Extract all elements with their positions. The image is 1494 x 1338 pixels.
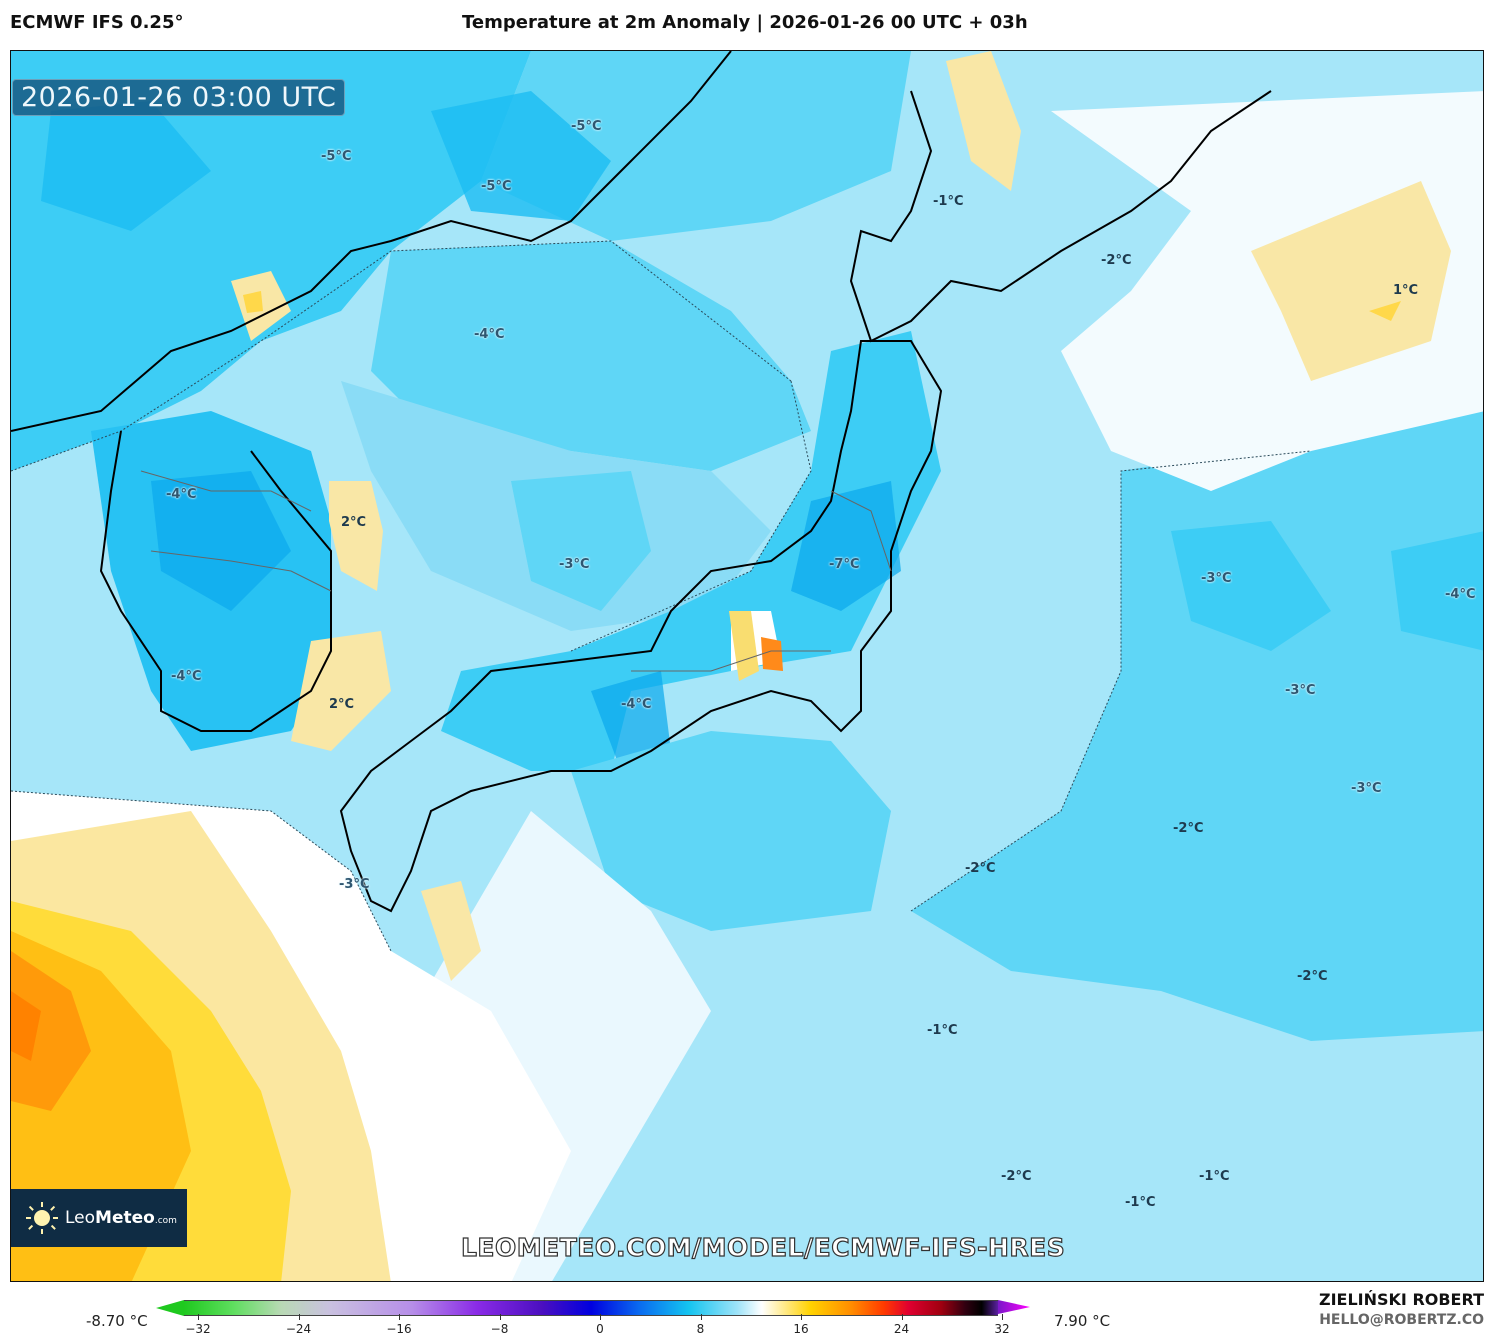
contour-label: -2°C	[1101, 253, 1132, 268]
contour-label: -4°C	[474, 327, 505, 342]
logo-text-light: Leo	[65, 1208, 96, 1228]
author-email[interactable]: HELLO@ROBERTZ.CO	[1319, 1312, 1484, 1328]
contour-label: -4°C	[166, 487, 197, 502]
contour-label: -5°C	[321, 149, 352, 164]
colorbar-tick-label: −16	[386, 1322, 412, 1336]
contour-label: -2°C	[1001, 1169, 1032, 1184]
colorbar-tick-label: 16	[793, 1322, 809, 1336]
contour-label: 1°C	[1393, 283, 1419, 298]
sun-icon	[25, 1201, 59, 1235]
colorbar-tick	[700, 1314, 702, 1320]
leometeo-logo[interactable]: LeoMeteo.com	[11, 1189, 187, 1247]
colorbar-extend-min	[156, 1300, 184, 1316]
contour-label: -4°C	[1445, 587, 1476, 602]
colorbar-tick	[298, 1314, 300, 1320]
contour-label: 2°C	[341, 515, 367, 530]
contour-label: -4°C	[621, 697, 652, 712]
colorbar-tick-label: −32	[185, 1322, 211, 1336]
contour-label: -3°C	[1201, 571, 1232, 586]
contour-label: -1°C	[927, 1023, 958, 1038]
map-field	[11, 51, 1483, 1281]
colorbar-tick	[499, 1314, 501, 1320]
contour-label: -1°C	[1125, 1195, 1156, 1210]
colorbar: -8.70 °C −32 −24 −16 −8 0 8 16 24 32 7.90 °C	[0, 1282, 1494, 1338]
temperature-anomaly-map: 2026-01-26 03:00 UTC -5°C -5°C -5°C -4°C -1°…	[10, 50, 1484, 1282]
logo-text-bold: Meteo	[95, 1208, 155, 1228]
contour-label: -2°C	[965, 861, 996, 876]
contour-label: -1°C	[1199, 1169, 1230, 1184]
contour-label: -3°C	[559, 557, 590, 572]
valid-time-badge: 2026-01-26 03:00 UTC	[12, 79, 346, 116]
model-name: ECMWF IFS 0.25°	[10, 12, 184, 33]
contour-label: -3°C	[1351, 781, 1382, 796]
contour-label: -5°C	[571, 119, 602, 134]
contour-label: -7°C	[829, 557, 860, 572]
colorbar-tick-label: 8	[696, 1322, 705, 1336]
contour-label: -2°C	[1297, 969, 1328, 984]
colorbar-tick	[801, 1314, 802, 1320]
contour-label: -3°C	[339, 877, 370, 892]
colorbar-tick	[198, 1314, 199, 1320]
colorbar-tick	[1002, 1314, 1003, 1320]
colorbar-gradient	[184, 1300, 998, 1316]
colorbar-max-label: 7.90 °C	[1054, 1312, 1111, 1330]
contour-label: 2°C	[329, 697, 355, 712]
contour-label: -4°C	[171, 669, 202, 684]
colorbar-min-label: -8.70 °C	[86, 1312, 148, 1330]
colorbar-tick	[901, 1314, 903, 1320]
colorbar-tick-label: 32	[994, 1322, 1010, 1336]
colorbar-tick-label: 0	[596, 1322, 604, 1336]
colorbar-tick-label: 24	[893, 1322, 910, 1336]
colorbar-tick-label: −24	[285, 1322, 312, 1336]
colorbar-extend-max	[998, 1300, 1030, 1314]
colorbar-tick-label: −8	[490, 1322, 509, 1336]
contour-label: -3°C	[1285, 683, 1316, 698]
colorbar-tick	[600, 1314, 601, 1320]
contour-label: -2°C	[1173, 821, 1204, 836]
contour-label: -1°C	[933, 194, 964, 209]
contour-label: -5°C	[481, 179, 512, 194]
author-name: ZIELIŃSKI ROBERT	[1318, 1290, 1484, 1309]
logo-text-suffix: .com	[154, 1216, 177, 1226]
chart-title: Temperature at 2m Anomaly | 2026-01-26 0…	[462, 12, 1028, 33]
watermark-url: LEOMETEO.COM/MODEL/ECMWF-IFS-HRES	[460, 1232, 1066, 1262]
colorbar-tick	[399, 1314, 400, 1320]
